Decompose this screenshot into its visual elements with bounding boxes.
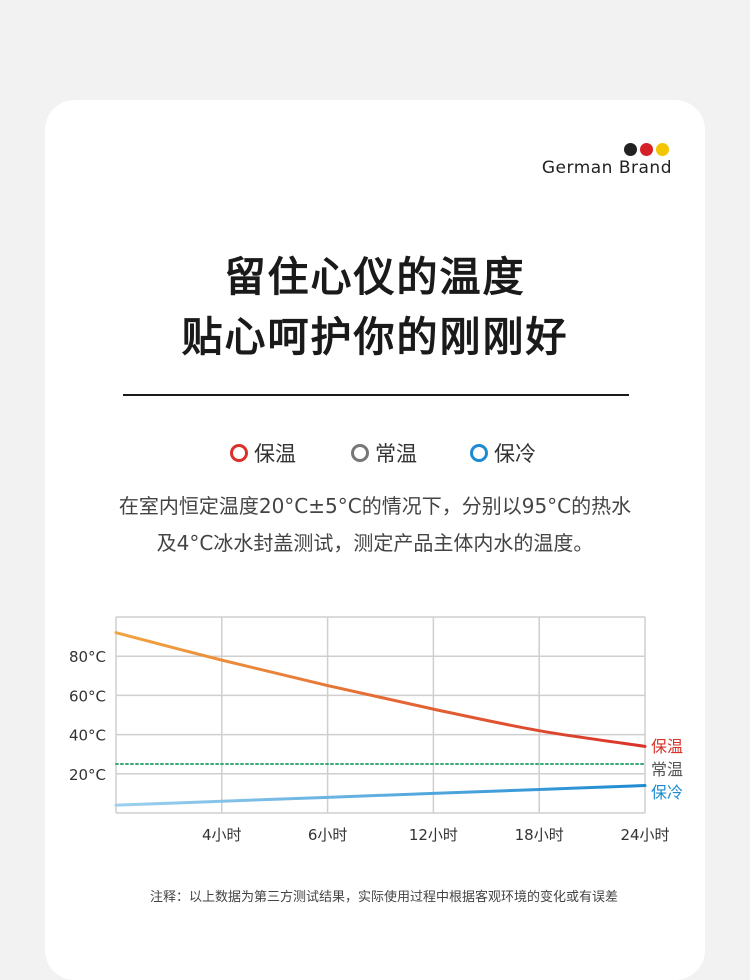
x-tick-label: 4小时 xyxy=(202,826,242,844)
description-line1: 在室内恒定温度20°C±5°C的情况下，分别以95°C的热水 xyxy=(118,494,632,518)
y-tick-label: 80°C xyxy=(69,648,106,666)
headline-line1: 留住心仪的温度 xyxy=(224,253,526,301)
series-line-0 xyxy=(114,631,647,748)
x-tick-label: 24小时 xyxy=(620,826,669,844)
legend-item-keep-cold: 保冷 xyxy=(470,438,536,468)
legend-label: 保温 xyxy=(254,442,296,466)
content-card xyxy=(45,100,705,980)
brand-dot-black xyxy=(624,143,637,156)
headline-line2: 贴心呵护你的刚刚好 xyxy=(181,313,569,361)
y-tick-label: 40°C xyxy=(69,727,106,745)
description-line2: 及4°C冰水封盖测试，测定产品主体内水的温度。 xyxy=(156,531,594,555)
x-tick-label: 18小时 xyxy=(515,826,564,844)
brand-name: German Brand xyxy=(541,158,672,178)
headline-divider xyxy=(123,394,629,396)
series-line-2 xyxy=(114,784,647,807)
y-tick-label: 60°C xyxy=(69,687,106,705)
x-tick-label: 12小时 xyxy=(409,826,458,844)
legend-item-keep-warm: 保温 xyxy=(230,438,296,468)
x-tick-label: 6小时 xyxy=(308,826,348,844)
series-end-label: 常温 xyxy=(651,760,683,779)
brand-dot-red xyxy=(640,143,653,156)
series-end-label: 保冷 xyxy=(651,783,683,802)
series-end-label: 保温 xyxy=(651,737,683,756)
legend-label: 常温 xyxy=(375,442,417,466)
legend: 保温 常温 保冷 xyxy=(0,438,750,468)
y-tick-label: 20°C xyxy=(69,766,106,784)
legend-ring-icon xyxy=(230,444,248,462)
legend-item-room-temp: 常温 xyxy=(351,438,417,468)
footnote: 注释：以上数据为第三方测试结果，实际使用过程中根据客观环境的变化或有误差 xyxy=(149,890,618,905)
legend-ring-icon xyxy=(470,444,488,462)
brand-dot-yellow xyxy=(656,143,669,156)
legend-label: 保冷 xyxy=(494,442,536,466)
legend-ring-icon xyxy=(351,444,369,462)
